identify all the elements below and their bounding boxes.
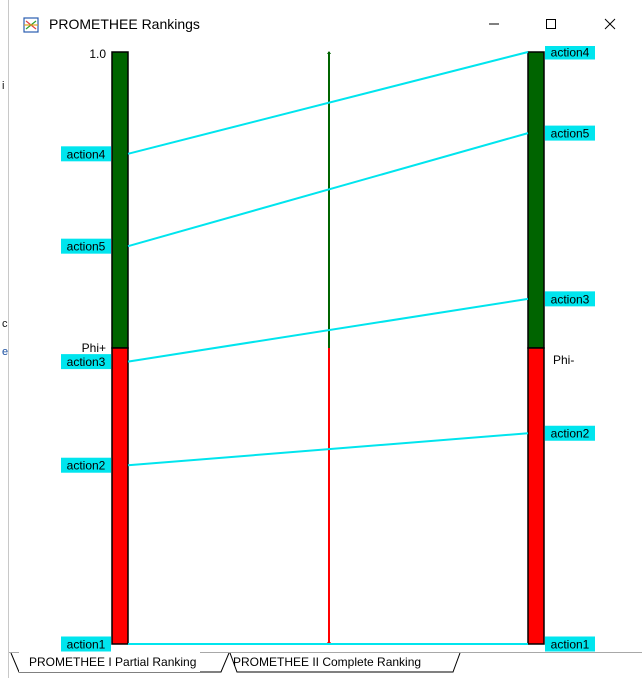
promethee-ranking-chart: 1.0 Phi+ Phi-action4 action4 action5 action5 a… (61, 46, 595, 652)
ranking-link-action4 (127, 51, 529, 155)
ranking-chart-area: 1.0 Phi+ Phi-action4 action4 action5 action5 a… (9, 46, 642, 652)
minimize-button[interactable] (471, 8, 517, 40)
background-window-edge: i c e (0, 0, 9, 678)
edge-mark: e (2, 346, 9, 358)
app-ranking-icon (23, 17, 39, 33)
phi-plus-label-action2-bg (61, 457, 111, 473)
ranking-link-action3 (127, 297, 529, 363)
tab-promethee-ii-complete-ranking[interactable]: PROMETHEE II Complete Ranking (233, 655, 422, 669)
minimize-icon (489, 23, 499, 25)
phi-plus-label-action5: action5 (67, 240, 106, 254)
phi-minus-label-action4: action4 (551, 46, 590, 60)
phi-minus-label-action4-bg (545, 46, 595, 60)
phi-plus-label-action5-bg (61, 238, 111, 254)
close-button[interactable] (587, 8, 633, 40)
phi-minus-positive-bar (527, 51, 545, 349)
center-axis-top-arrow (327, 51, 331, 54)
phi-minus-label-action1: action1 (551, 638, 590, 652)
ranking-link-action2 (127, 432, 529, 467)
phi-minus-label-action3: action3 (551, 292, 590, 306)
phi-plus-label-action3-bg (61, 354, 111, 370)
phi-minus-label-action3-bg (545, 291, 595, 307)
phi-minus-label-action2: action2 (551, 427, 590, 441)
phi-minus-label-action5: action5 (551, 127, 590, 141)
edge-mark: i (2, 80, 5, 92)
title-bar[interactable]: PROMETHEE Rankings (9, 0, 642, 46)
phi-minus-label-action1-bg (545, 636, 595, 652)
phi-minus-negative-bar (527, 347, 545, 645)
maximize-button[interactable] (528, 8, 574, 40)
maximize-icon (546, 19, 556, 29)
phi-plus-positive-bar (111, 51, 129, 349)
ranking-link-action5 (127, 132, 529, 248)
close-icon (604, 18, 616, 30)
phi-plus-label-action1-bg (61, 636, 111, 652)
promethee-rankings-window: PROMETHEE Rankings 1.0 Phi+ Phi-action4 act… (9, 0, 642, 679)
phi-plus-label-action3: action3 (67, 355, 106, 369)
phi-plus-label-action4-bg (61, 146, 111, 162)
phi-plus-axis-label: Phi+ (82, 341, 106, 355)
phi-minus-axis-label: Phi- (553, 353, 574, 367)
phi-minus-label-action2-bg (545, 425, 595, 441)
phi-plus-label-action2: action2 (67, 459, 106, 473)
edge-mark: c (2, 318, 8, 330)
phi-minus-label-action5-bg (545, 125, 595, 141)
tab-promethee-i-partial-ranking[interactable]: PROMETHEE I Partial Ranking (19, 652, 201, 672)
phi-plus-label-action4: action4 (67, 147, 106, 161)
scale-top-label: 1.0 (89, 47, 106, 61)
phi-plus-negative-bar (111, 347, 129, 645)
phi-plus-label-action1: action1 (67, 638, 106, 652)
window-title: PROMETHEE Rankings (49, 16, 200, 32)
ranking-tab-strip: PROMETHEE I Partial Ranking PROMETHEE II… (9, 652, 642, 679)
